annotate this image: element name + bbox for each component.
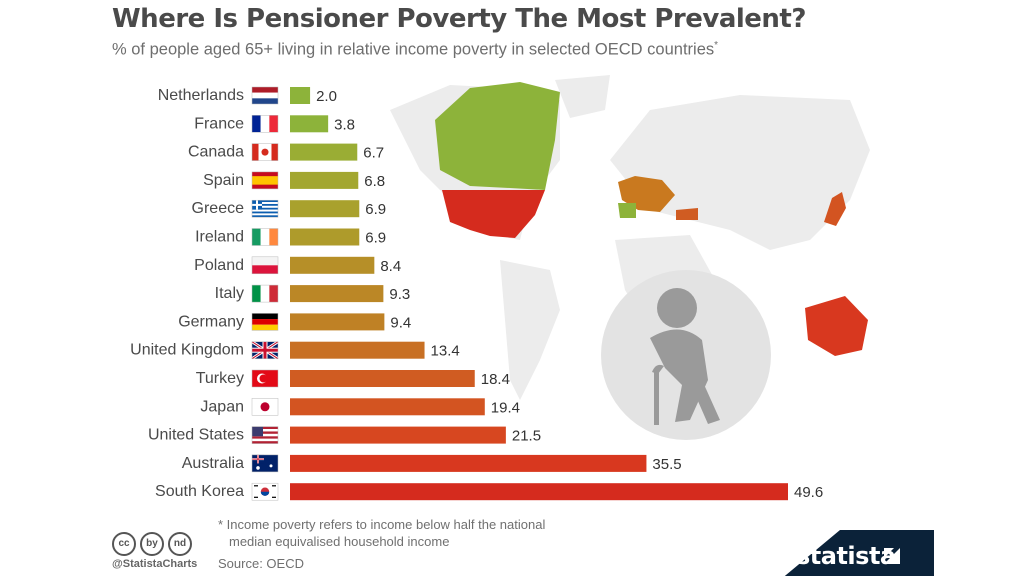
value-label: 21.5 [512,428,541,445]
turkey-flag [251,369,279,388]
category-label: Germany [178,313,244,330]
category-label: Ireland [195,229,244,246]
subtitle-text: % of people aged 65+ living in relative … [112,40,715,59]
bar [290,483,788,501]
value-label: 19.4 [491,399,520,416]
bar [290,398,485,416]
value-label: 8.4 [380,258,401,275]
value-label: 18.4 [481,371,510,388]
germany-flag [251,313,279,331]
category-label: United States [148,427,244,444]
footnote: * Income poverty refers to income below … [218,516,545,550]
value-label: 13.4 [431,343,460,360]
value-label: 9.3 [389,286,410,303]
category-label: South Korea [155,483,244,500]
value-label: 6.9 [365,230,386,247]
netherlands-flag [251,86,279,105]
italy-flag [251,284,279,303]
japan-flag [251,398,279,416]
value-label: 6.7 [363,145,384,162]
right-margin [934,0,1024,576]
united-kingdom-flag [251,340,279,360]
bar [290,256,375,274]
value-label: 6.8 [364,173,385,190]
category-label: Netherlands [158,87,244,104]
canada-flag [251,143,279,161]
no-derivatives-icon[interactable]: nd [168,532,192,556]
statista-logo[interactable]: statista [796,542,896,570]
value-label: 9.4 [390,314,411,331]
footnote-line-2: median equivalised household income [229,534,450,549]
poland-flag [251,256,279,275]
map-turkey-highlight [676,208,698,220]
bar [290,313,385,331]
map-south-america [500,260,560,400]
map-spain-highlight [618,203,636,218]
value-label: 35.5 [652,456,681,473]
left-margin [0,0,90,576]
value-label: 6.9 [365,201,386,218]
twitter-handle[interactable]: @StatistaCharts [112,558,198,570]
south-korea-flag [251,482,279,501]
value-label: 2.0 [316,88,337,105]
bar [290,228,360,246]
bar [290,370,475,387]
infographic-card: Netherlands 2.0 France 3.8 Canada 6.7 Spain 6.8… [90,0,934,576]
category-label: Canada [188,144,244,161]
subtitle-footnote-mark: * [714,40,719,51]
bar [290,285,384,303]
greece-flag [251,199,279,218]
map-greenland [555,75,610,118]
cc-icon[interactable]: cc [112,532,136,556]
bar [290,200,360,218]
world-map [390,75,870,440]
category-label: Poland [194,257,244,274]
spain-flag [251,171,279,190]
value-label: 3.8 [334,116,355,133]
map-eurasia [610,95,870,250]
bar [290,454,647,472]
bar [290,115,329,133]
category-label: France [194,115,244,132]
map-canada [435,82,560,190]
australia-flag [251,454,279,473]
map-usa [442,190,545,238]
category-label: Australia [182,455,244,472]
elderly-person-icon [650,288,720,425]
bar [290,87,311,104]
category-label: Spain [203,172,244,189]
bar [290,341,425,359]
license-icons: cc by nd [112,532,196,556]
bar [290,426,506,444]
category-label: Japan [200,398,244,415]
chart-subtitle: % of people aged 65+ living in relative … [112,40,718,60]
category-label: Turkey [196,370,244,387]
ireland-flag [251,228,279,246]
france-flag [251,115,279,133]
united-states-flag [251,426,279,444]
bar [290,171,359,189]
footnote-line-1: * Income poverty refers to income below … [218,517,546,532]
source-label: Source: OECD [218,556,304,571]
map-australia-highlight [805,296,868,356]
chart-title: Where Is Pensioner Poverty The Most Prev… [112,4,806,34]
bar-series: Netherlands 2.0 France 3.8 Canada 6.7 Spain 6.8… [130,86,823,501]
category-label: United Kingdom [130,342,244,359]
chart: Netherlands 2.0 France 3.8 Canada 6.7 Spain 6.8… [130,75,870,501]
category-label: Italy [215,285,244,302]
category-label: Greece [192,200,245,217]
map-japan-highlight [824,192,846,226]
bar [290,143,358,161]
value-label: 49.6 [794,484,823,501]
attribution-icon[interactable]: by [140,532,164,556]
statista-logo-icon [884,548,900,564]
